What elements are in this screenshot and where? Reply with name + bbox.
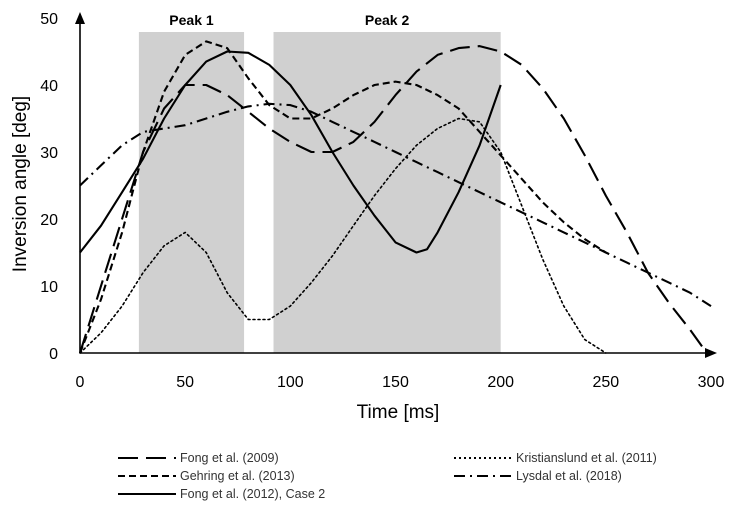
- y-tick-label: 10: [40, 279, 58, 296]
- legend-label-1: Fong et al. (2009): [180, 451, 279, 465]
- region-label-2: Peak 2: [365, 12, 410, 28]
- x-axis-title: Time [ms]: [357, 402, 440, 423]
- y-tick-label: 20: [40, 212, 58, 229]
- tick-labels: 0 50 100 150 200 250 300 0 10 20 30 40 50: [40, 11, 724, 391]
- shaded-regions: Peak 1 Peak 2: [138, 12, 501, 353]
- y-tick-label: 0: [49, 346, 58, 363]
- legend-label-3: Fong et al. (2012), Case 2: [180, 487, 325, 501]
- series-line-2: [79, 40, 607, 354]
- legend-label-4: Kristianslund et al. (2011): [516, 451, 657, 465]
- x-tick-label: 150: [382, 374, 409, 391]
- shaded-region-1: [138, 32, 245, 353]
- region-label-1: Peak 1: [169, 12, 214, 28]
- series-line-4: [79, 117, 607, 354]
- legend: Fong et al. (2009) Gehring et al. (2013) F…: [118, 451, 657, 501]
- y-axis-arrow: [75, 12, 85, 24]
- series-lines: [78, 40, 712, 354]
- y-tick-label: 50: [40, 11, 58, 28]
- x-tick-label: 50: [176, 374, 194, 391]
- axes: [75, 12, 717, 358]
- x-tick-label: 300: [698, 374, 725, 391]
- y-axis-title: Inversion angle [deg]: [10, 96, 31, 272]
- x-tick-label: 200: [487, 374, 514, 391]
- series-line-3: [79, 50, 502, 254]
- series-line-5: [79, 102, 712, 307]
- legend-label-5: Lysdal et al. (2018): [516, 469, 622, 483]
- x-tick-label: 100: [277, 374, 304, 391]
- legend-label-2: Gehring et al. (2013): [180, 469, 295, 483]
- y-tick-label: 40: [40, 78, 58, 95]
- y-tick-label: 30: [40, 145, 58, 162]
- x-tick-label: 0: [76, 374, 85, 391]
- shaded-region-2: [273, 32, 501, 353]
- x-tick-label: 250: [592, 374, 619, 391]
- x-axis-arrow: [705, 348, 717, 358]
